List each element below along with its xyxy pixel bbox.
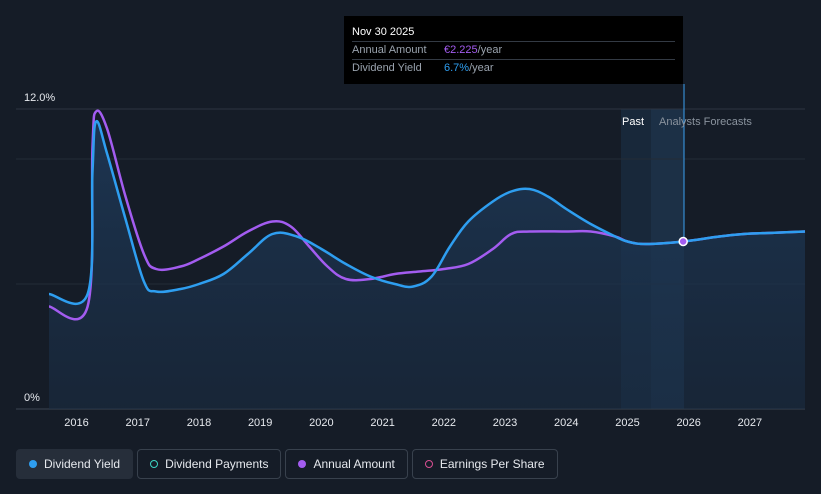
- x-tick-label-2018: 2018: [187, 417, 211, 429]
- legend-label: Dividend Payments: [165, 457, 269, 471]
- x-tick-label-2017: 2017: [126, 417, 150, 429]
- legend-label: Dividend Yield: [44, 457, 121, 471]
- tooltip-annual-amount-label: Annual Amount: [352, 44, 427, 56]
- x-tick-label-2023: 2023: [493, 417, 517, 429]
- tooltip-row-dividend-yield: Dividend Yield 6.7% /year: [352, 59, 675, 77]
- forecast-zone-label: Analysts Forecasts: [659, 116, 752, 128]
- legend: Dividend Yield Dividend Payments Annual …: [16, 449, 558, 479]
- x-tick-label-2022: 2022: [432, 417, 456, 429]
- y-tick-label-bottom: 0%: [24, 392, 40, 404]
- tooltip-dividend-yield-label: Dividend Yield: [352, 62, 422, 74]
- x-axis-ticks: 2016 2017 2018 2019 2020 2021 2022 2023 2024 2025…: [64, 417, 762, 429]
- dividend-yield-area: [49, 121, 805, 410]
- legend-label: Annual Amount: [313, 457, 395, 471]
- dividend-yield-dot-icon: [29, 460, 37, 468]
- legend-item-dividend-payments[interactable]: Dividend Payments: [137, 449, 282, 479]
- x-tick-label-2025: 2025: [615, 417, 639, 429]
- tooltip: Nov 30 2025 Annual Amount €2.225 /year D…: [344, 16, 683, 84]
- tooltip-row-annual-amount: Annual Amount €2.225 /year: [352, 41, 675, 59]
- tooltip-annual-amount-value: €2.225: [444, 44, 478, 56]
- past-zone-label: Past: [622, 116, 644, 128]
- x-tick-label-2019: 2019: [248, 417, 272, 429]
- current-value-marker[interactable]: [678, 236, 688, 247]
- legend-label: Earnings Per Share: [439, 457, 545, 471]
- tooltip-annual-amount-unit: /year: [477, 44, 503, 56]
- dividend-yield-line: [48, 120, 806, 305]
- earnings-per-share-ring-icon: [424, 460, 433, 468]
- y-tick-label-top: 12.0%: [24, 92, 55, 104]
- x-tick-label-2016: 2016: [64, 417, 88, 429]
- annual-amount-dot-icon: [298, 460, 307, 468]
- legend-item-earnings-per-share[interactable]: Earnings Per Share: [411, 449, 558, 479]
- x-tick-label-2024: 2024: [554, 417, 578, 429]
- tooltip-date: Nov 30 2025: [352, 26, 415, 38]
- tooltip-dividend-yield-value: 6.7%: [444, 62, 470, 74]
- legend-item-annual-amount[interactable]: Annual Amount: [285, 449, 408, 479]
- dividend-payments-ring-icon: [150, 460, 159, 468]
- x-tick-label-2020: 2020: [309, 417, 333, 429]
- legend-item-dividend-yield[interactable]: Dividend Yield: [16, 449, 134, 479]
- x-tick-label-2021: 2021: [370, 417, 394, 429]
- x-tick-label-2026: 2026: [676, 417, 700, 429]
- tooltip-dividend-yield-unit: /year: [469, 62, 494, 74]
- x-tick-label-2027: 2027: [738, 417, 762, 429]
